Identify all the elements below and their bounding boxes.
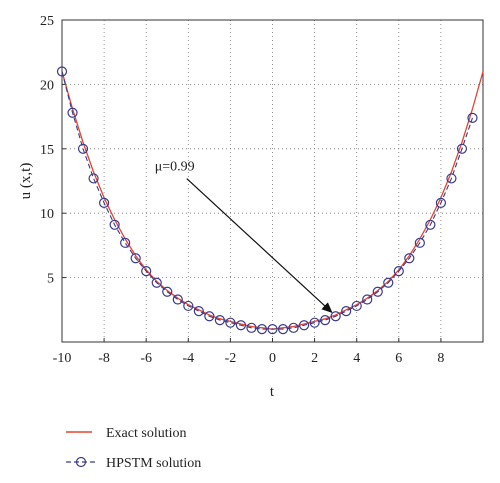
x-tick-label: -4 xyxy=(182,351,194,366)
series-hpstm-marker xyxy=(77,143,89,154)
series-hpstm-marker xyxy=(330,311,341,322)
grid xyxy=(62,20,483,342)
series-hpstm-marker xyxy=(183,300,194,312)
series-hpstm-marker xyxy=(235,320,247,331)
x-tick-label: 0 xyxy=(269,351,276,366)
legend-hpstm-label: HPSTM solution xyxy=(106,456,201,471)
series-hpstm-marker xyxy=(130,253,141,264)
series-hpstm-line xyxy=(61,71,473,330)
legend-exact-label: Exact solution xyxy=(106,426,187,441)
x-tick-label: 4 xyxy=(353,351,360,366)
series-hpstm-marker xyxy=(267,324,278,335)
series-hpstm-marker xyxy=(393,266,404,277)
series-hpstm-marker xyxy=(320,315,331,326)
series-hpstm-marker xyxy=(309,317,320,328)
y-tick-label: 20 xyxy=(40,78,54,93)
series-hpstm-marker xyxy=(362,294,373,305)
series-hpstm-marker xyxy=(435,197,446,208)
series-hpstm-marker xyxy=(172,294,183,305)
series-hpstm-marker xyxy=(277,324,289,335)
series-hpstm-marker xyxy=(225,317,236,328)
series-hpstm-marker xyxy=(214,315,225,326)
x-tick-label: -2 xyxy=(225,351,237,366)
x-tick-label: -6 xyxy=(140,351,152,366)
series-hpstm-marker xyxy=(88,173,99,184)
x-tick-label: -8 xyxy=(98,351,110,366)
series-hpstm-marker xyxy=(204,311,215,322)
series-hpstm-marker xyxy=(288,322,299,333)
y-tick-label: 15 xyxy=(40,143,54,158)
y-axis-label: u (x,t) xyxy=(18,163,34,200)
annotation-label: μ=0.99 xyxy=(155,160,195,175)
series-hpstm-marker xyxy=(193,305,204,317)
series-hpstm-marker xyxy=(414,237,425,248)
x-tick-label: 2 xyxy=(311,351,318,366)
series-hpstm-marker xyxy=(383,277,394,288)
series-hpstm-marker xyxy=(56,66,68,77)
series-hpstm-marker xyxy=(467,112,478,123)
x-axis-label: t xyxy=(270,384,275,400)
series-hpstm-marker xyxy=(256,324,268,335)
series-hpstm-marker xyxy=(351,300,362,312)
series-hpstm-marker xyxy=(372,286,383,297)
x-tick-label: 6 xyxy=(395,351,402,366)
series-hpstm-marker xyxy=(151,277,162,288)
series-hpstm-marker xyxy=(341,305,352,317)
series-hpstm-marker xyxy=(446,173,457,184)
series-hpstm-marker xyxy=(456,143,468,154)
x-tick-label: 8 xyxy=(437,351,444,366)
series-hpstm-marker xyxy=(162,286,173,297)
series-hpstm-marker xyxy=(404,253,415,264)
legend-hpstm-marker xyxy=(75,456,87,468)
series-hpstm-marker xyxy=(120,237,131,248)
series-hpstm-marker xyxy=(298,320,310,331)
series-hpstm-marker xyxy=(246,322,257,333)
series-hpstm-marker xyxy=(425,219,436,230)
series xyxy=(56,66,484,335)
y-tick-label: 25 xyxy=(40,14,54,29)
y-tick-label: 10 xyxy=(40,207,54,222)
series-hpstm-marker xyxy=(67,107,78,118)
ticks: -10 -8 -6 -4 -2 0 2 4 6 8 5 10 15 20 25 xyxy=(40,14,444,366)
annotation-arrow xyxy=(186,178,333,314)
series-hpstm-marker xyxy=(98,197,110,208)
series-hpstm-marker xyxy=(109,219,120,230)
annotation: μ=0.99 xyxy=(155,160,333,314)
x-tick-label: -10 xyxy=(53,351,72,366)
y-tick-label: 5 xyxy=(47,272,54,287)
legend: Exact solution HPSTM solution xyxy=(66,426,201,471)
series-hpstm-marker xyxy=(141,266,152,277)
